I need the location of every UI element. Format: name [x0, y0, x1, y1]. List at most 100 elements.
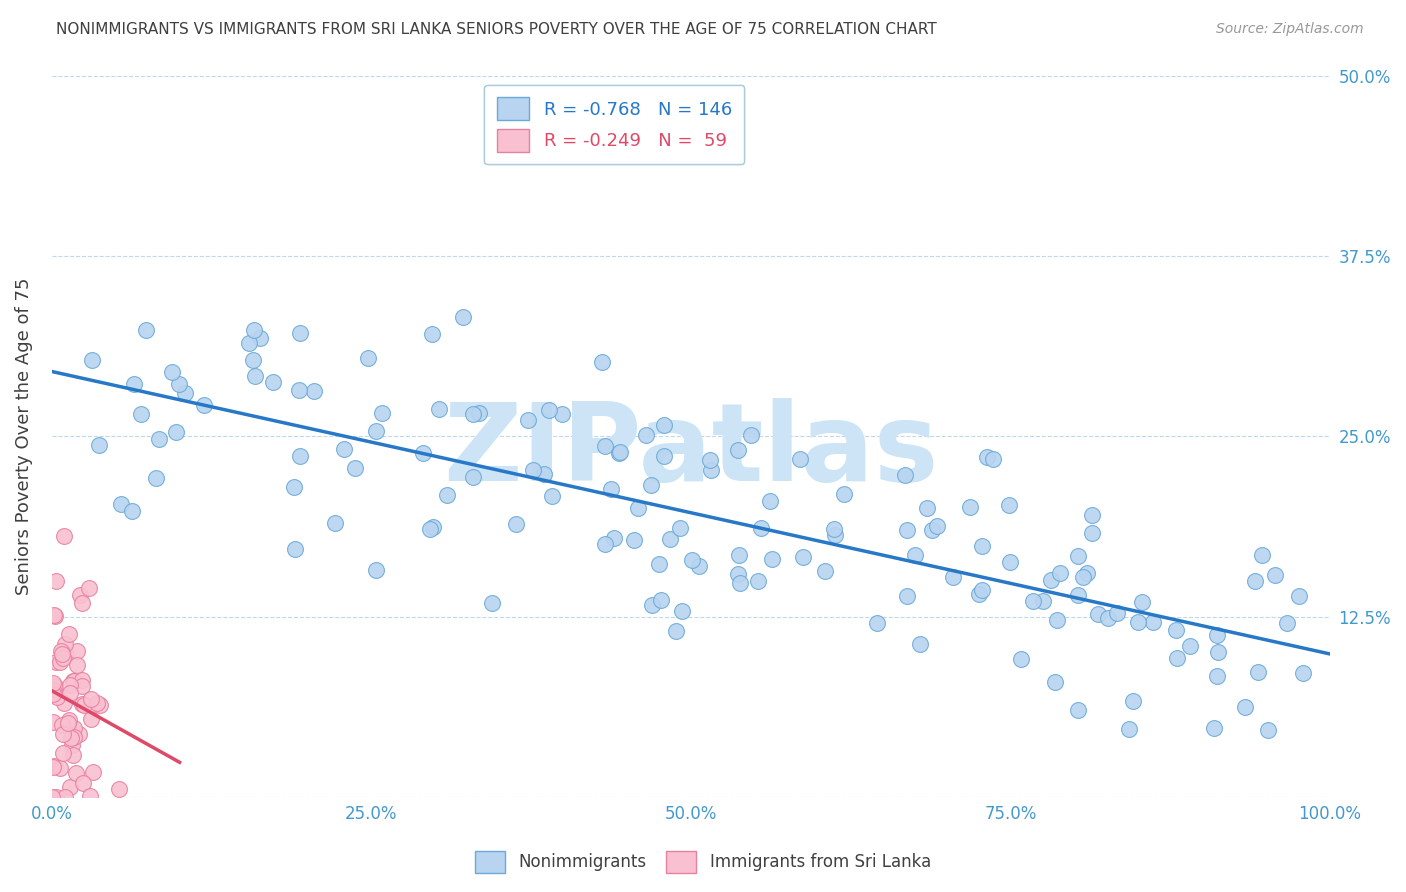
Point — [66, 644, 89, 658]
Point — [262, 375, 284, 389]
Point — [921, 523, 943, 537]
Point — [42, 608, 65, 623]
Point — [665, 624, 688, 638]
Point — [634, 427, 657, 442]
Point — [682, 552, 704, 566]
Point — [1243, 574, 1265, 588]
Point — [46, 690, 69, 704]
Point — [160, 365, 183, 379]
Point — [70, 596, 93, 610]
Text: ZIPatlas: ZIPatlas — [443, 398, 939, 504]
Point — [603, 532, 626, 546]
Point — [44, 608, 66, 623]
Point — [302, 384, 325, 398]
Point — [1067, 549, 1090, 563]
Point — [516, 413, 538, 427]
Point — [1164, 623, 1187, 637]
Point — [533, 467, 555, 482]
Point — [970, 582, 993, 597]
Point — [67, 727, 90, 741]
Point — [77, 582, 100, 596]
Point — [1264, 568, 1286, 582]
Point — [609, 445, 631, 459]
Point — [1049, 566, 1071, 580]
Point — [468, 407, 491, 421]
Point — [1275, 615, 1298, 630]
Point — [59, 780, 82, 794]
Point — [640, 598, 662, 612]
Point — [80, 712, 103, 726]
Point — [1288, 589, 1310, 603]
Point — [747, 574, 769, 588]
Point — [600, 482, 623, 496]
Point — [728, 549, 751, 563]
Point — [981, 451, 1004, 466]
Point — [145, 470, 167, 484]
Point — [65, 766, 87, 780]
Point — [62, 721, 84, 735]
Point — [62, 747, 84, 762]
Point — [419, 522, 441, 536]
Point — [759, 494, 782, 508]
Point — [1043, 674, 1066, 689]
Legend: Nonimmigrants, Immigrants from Sri Lanka: Nonimmigrants, Immigrants from Sri Lanka — [468, 845, 938, 880]
Point — [243, 323, 266, 337]
Point — [42, 676, 65, 690]
Point — [364, 563, 387, 577]
Point — [626, 500, 648, 515]
Point — [789, 452, 811, 467]
Point — [823, 522, 845, 536]
Point — [66, 657, 89, 672]
Point — [461, 407, 484, 421]
Point — [1071, 569, 1094, 583]
Point — [41, 790, 63, 805]
Point — [51, 647, 73, 661]
Point — [1122, 694, 1144, 708]
Point — [288, 326, 311, 340]
Point — [53, 790, 76, 805]
Point — [108, 781, 131, 796]
Point — [1118, 722, 1140, 736]
Point — [60, 739, 83, 753]
Point — [970, 539, 993, 553]
Point — [59, 686, 82, 700]
Point — [824, 528, 846, 542]
Point — [1039, 573, 1062, 587]
Point — [688, 559, 710, 574]
Point — [59, 731, 82, 745]
Point — [1206, 668, 1229, 682]
Point — [505, 516, 527, 531]
Point — [63, 673, 86, 688]
Point — [129, 407, 152, 421]
Point — [173, 385, 195, 400]
Point — [53, 637, 76, 651]
Point — [45, 655, 67, 669]
Point — [165, 425, 187, 440]
Point — [249, 331, 271, 345]
Point — [640, 478, 662, 492]
Point — [42, 759, 65, 773]
Point — [1202, 721, 1225, 735]
Point — [79, 789, 101, 803]
Point — [59, 678, 82, 692]
Point — [669, 520, 692, 534]
Point — [72, 775, 94, 789]
Point — [80, 353, 103, 368]
Point — [333, 442, 356, 456]
Point — [49, 655, 72, 669]
Point — [422, 520, 444, 534]
Point — [481, 596, 503, 610]
Point — [412, 446, 434, 460]
Point — [52, 726, 75, 740]
Point — [87, 438, 110, 452]
Point — [56, 716, 79, 731]
Point — [52, 529, 75, 543]
Point — [593, 439, 616, 453]
Legend: R = -0.768   N = 146, R = -0.249   N =  59: R = -0.768 N = 146, R = -0.249 N = 59 — [484, 85, 744, 164]
Point — [942, 569, 965, 583]
Point — [245, 369, 267, 384]
Point — [652, 418, 675, 433]
Point — [1107, 607, 1129, 621]
Text: Source: ZipAtlas.com: Source: ZipAtlas.com — [1216, 22, 1364, 37]
Point — [364, 424, 387, 438]
